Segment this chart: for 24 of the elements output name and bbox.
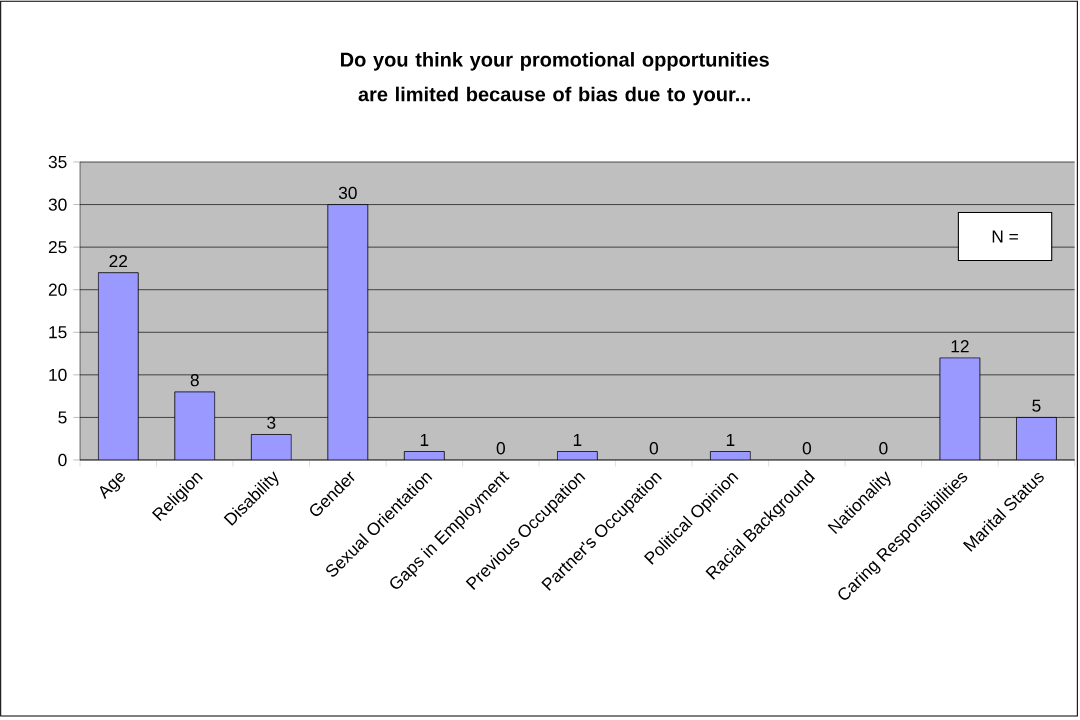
annotation: N =: [992, 230, 1018, 243]
data-label: 12: [951, 340, 969, 353]
data-label: 0: [802, 442, 812, 455]
y-tick-label: 30: [48, 198, 67, 211]
data-label: 1: [726, 433, 735, 446]
data-label: 0: [496, 442, 505, 455]
y-tick-label: 15: [49, 326, 67, 339]
data-label: 22: [109, 254, 128, 268]
data-label: 1: [573, 433, 582, 446]
data-label: 8: [190, 374, 199, 387]
y-tick-label: 5: [58, 411, 67, 424]
data-label: 0: [649, 442, 659, 455]
x-tick-label: Age: [99, 472, 125, 500]
data-label: 5: [1032, 399, 1041, 412]
data-label: 0: [879, 442, 888, 455]
data-label: 30: [338, 186, 357, 199]
y-tick-label: 0: [58, 453, 67, 467]
data-label: 3: [267, 416, 276, 429]
y-tick-label: 25: [48, 241, 67, 254]
data-label: 1: [420, 433, 429, 446]
y-tick-label: 35: [48, 155, 67, 169]
y-tick-label: 20: [48, 283, 67, 296]
y-tick-label: 10: [49, 368, 67, 381]
chart-title: Do you think your promotional opportunities are limited because of bias due to your...: [341, 52, 769, 106]
